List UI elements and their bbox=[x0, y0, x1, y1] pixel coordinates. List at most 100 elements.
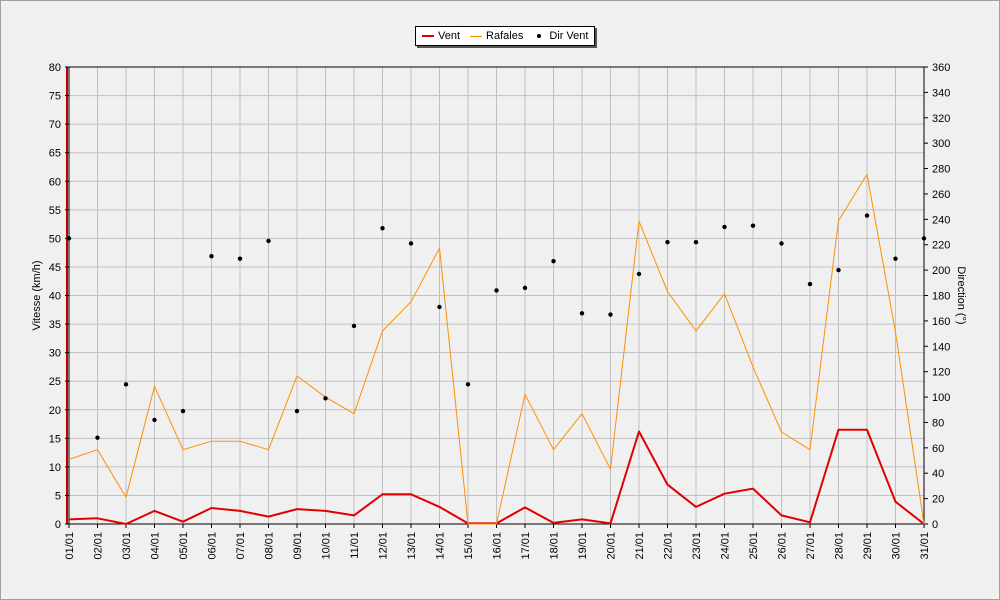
x-tick-label: 16/01 bbox=[492, 532, 504, 560]
series-lines bbox=[68, 173, 925, 525]
y-tick-label: 70 bbox=[49, 119, 61, 131]
point-dir-vent bbox=[551, 259, 556, 264]
point-dir-vent bbox=[522, 285, 528, 291]
point-dir-vent bbox=[237, 256, 243, 261]
point-dir-vent bbox=[636, 271, 642, 277]
y-tick-label: 0 bbox=[55, 519, 61, 531]
x-tick-label: 24/01 bbox=[720, 532, 732, 560]
legend-item-dir-vent: Dir Vent bbox=[533, 30, 588, 42]
point-dir-vent bbox=[408, 241, 414, 246]
x-tick-label: 27/01 bbox=[805, 532, 817, 560]
x-tick-label: 15/01 bbox=[463, 532, 475, 560]
y-tick-label: 5 bbox=[55, 490, 61, 502]
y-tick-label: 30 bbox=[49, 348, 61, 360]
y2-tick-label: 120 bbox=[932, 367, 950, 379]
legend-item-rafales: Rafales bbox=[470, 30, 523, 42]
point-dir-vent bbox=[437, 304, 442, 310]
point-dir-vent bbox=[579, 311, 585, 316]
point-dir-vent bbox=[921, 236, 927, 241]
y-axis-label: Vitesse (km/h) bbox=[31, 260, 43, 330]
x-tick-label: 02/01 bbox=[93, 532, 105, 560]
y2-tick-label: 100 bbox=[932, 392, 950, 404]
x-tick-label: 06/01 bbox=[207, 532, 219, 560]
x-tick-label: 14/01 bbox=[435, 532, 447, 560]
point-dir-vent bbox=[95, 435, 100, 440]
series-points bbox=[66, 213, 927, 440]
point-dir-vent bbox=[608, 312, 613, 317]
x-tick-label: 09/01 bbox=[292, 532, 304, 560]
point-dir-vent bbox=[266, 238, 271, 244]
legend-item-vent: Vent bbox=[422, 30, 460, 42]
x-tick-label: 13/01 bbox=[406, 532, 418, 560]
y-tick-label: 35 bbox=[49, 319, 61, 331]
y-tick-label: 45 bbox=[49, 262, 61, 274]
legend-label-rafales: Rafales bbox=[486, 30, 524, 42]
legend-swatch-dir-vent bbox=[537, 34, 542, 38]
x-tick-label: 31/01 bbox=[919, 532, 931, 560]
y2-tick-label: 160 bbox=[932, 316, 950, 328]
y2-tick-label: 340 bbox=[932, 87, 950, 99]
y-tick-label: 75 bbox=[49, 91, 61, 103]
y2-tick-label: 40 bbox=[932, 468, 944, 480]
y2-tick-label: 80 bbox=[932, 417, 944, 429]
point-dir-vent bbox=[123, 382, 129, 387]
y2-tick-label: 200 bbox=[932, 265, 950, 277]
legend-label-dir-vent: Dir Vent bbox=[549, 30, 589, 42]
point-dir-vent bbox=[779, 241, 784, 246]
x-tick-label: 10/01 bbox=[321, 532, 333, 560]
y-tick-label: 60 bbox=[49, 176, 61, 188]
x-tick-label: 04/01 bbox=[150, 532, 162, 560]
legend: Vent Rafales Dir Vent bbox=[415, 26, 596, 46]
y2-tick-label: 180 bbox=[932, 291, 950, 303]
y-tick-label: 50 bbox=[49, 233, 61, 245]
x-tick-label: 18/01 bbox=[549, 532, 561, 560]
y2-tick-label: 0 bbox=[932, 519, 938, 531]
point-dir-vent bbox=[494, 288, 499, 293]
y2-tick-label: 260 bbox=[932, 189, 950, 201]
point-dir-vent bbox=[294, 408, 300, 414]
point-dir-vent bbox=[893, 256, 898, 261]
y2-tick-label: 220 bbox=[932, 240, 950, 252]
legend-swatch-vent bbox=[422, 35, 434, 37]
x-axis-ticks: 01/01 02/01 03/01 04/01 05/01 06/01 07/01 08/01… bbox=[64, 524, 931, 560]
y-tick-label: 65 bbox=[49, 148, 61, 160]
x-tick-label: 05/01 bbox=[178, 532, 190, 560]
point-dir-vent bbox=[323, 396, 328, 401]
x-tick-label: 11/01 bbox=[349, 532, 361, 559]
y-tick-label: 80 bbox=[49, 62, 61, 74]
x-tick-label: 23/01 bbox=[691, 532, 703, 560]
x-tick-label: 08/01 bbox=[264, 532, 276, 560]
x-tick-label: 30/01 bbox=[891, 532, 903, 560]
legend-label-vent: Vent bbox=[438, 30, 461, 42]
x-tick-label: 22/01 bbox=[663, 532, 675, 560]
legend-swatch-rafales bbox=[470, 35, 483, 37]
x-tick-label: 26/01 bbox=[777, 532, 789, 560]
x-tick-label: 29/01 bbox=[862, 532, 874, 560]
x-tick-label: 21/01 bbox=[634, 532, 646, 560]
x-tick-label: 25/01 bbox=[748, 532, 760, 560]
y-tick-label: 10 bbox=[49, 462, 61, 474]
y-tick-label: 15 bbox=[49, 433, 61, 445]
y2-tick-label: 320 bbox=[932, 113, 950, 125]
y2-tick-label: 360 bbox=[932, 62, 950, 74]
y2-tick-label: 300 bbox=[932, 138, 950, 150]
left-axis-ticks: 0 5 10 15 20 25 30 35 40 45 50 55 60 65 70 75 80 bbox=[49, 62, 69, 531]
y2-tick-label: 280 bbox=[932, 164, 950, 176]
y-tick-label: 40 bbox=[49, 291, 61, 303]
y2-tick-label: 140 bbox=[932, 341, 950, 353]
point-dir-vent bbox=[180, 408, 186, 414]
point-dir-vent bbox=[351, 323, 357, 329]
y2-tick-label: 20 bbox=[932, 494, 944, 506]
y2-tick-label: 60 bbox=[932, 443, 944, 455]
point-dir-vent bbox=[209, 253, 214, 259]
point-dir-vent bbox=[836, 267, 841, 273]
y-tick-label: 55 bbox=[49, 205, 61, 217]
right-axis-ticks: 0 20 40 60 80 100 120 140 160 180 200 220 240 260 280 3… bbox=[924, 62, 950, 531]
point-dir-vent bbox=[380, 226, 385, 231]
y2-tick-label: 240 bbox=[932, 214, 950, 226]
point-dir-vent bbox=[864, 213, 870, 218]
x-tick-label: 07/01 bbox=[235, 532, 247, 560]
point-dir-vent bbox=[665, 239, 670, 245]
x-tick-label: 12/01 bbox=[378, 532, 390, 560]
